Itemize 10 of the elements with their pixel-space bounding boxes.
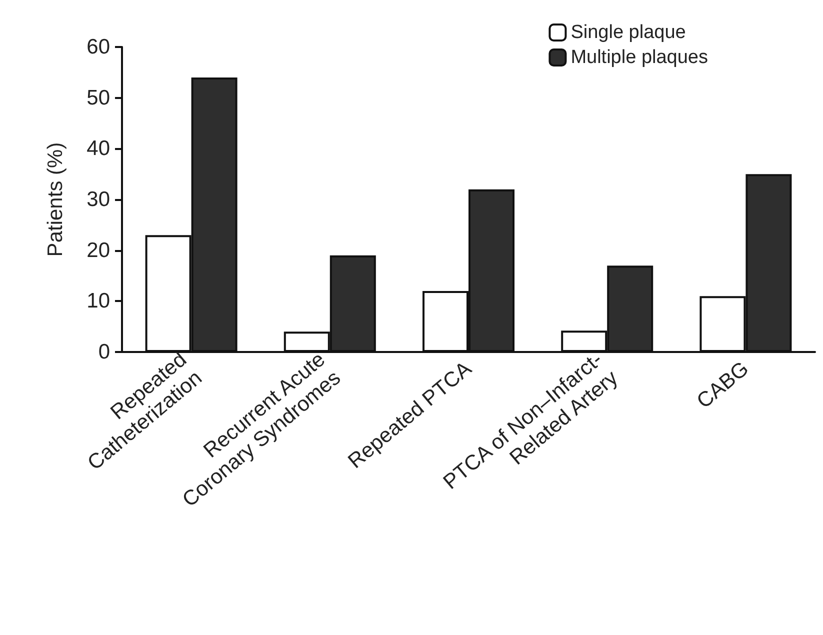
y-tick-label: 30 bbox=[86, 188, 110, 211]
legend-label: Single plaque bbox=[570, 22, 686, 43]
y-tick-label: 60 bbox=[86, 36, 110, 58]
y-tick-label: 40 bbox=[86, 137, 110, 160]
y-axis-title: Patients (%) bbox=[44, 142, 67, 257]
y-tick-label: 50 bbox=[86, 86, 110, 110]
y-tick-label: 20 bbox=[86, 238, 110, 262]
y-tick-label: 10 bbox=[86, 290, 110, 313]
legend-label: Multiple plaques bbox=[570, 47, 708, 68]
y-tick-label: 0 bbox=[98, 340, 110, 364]
